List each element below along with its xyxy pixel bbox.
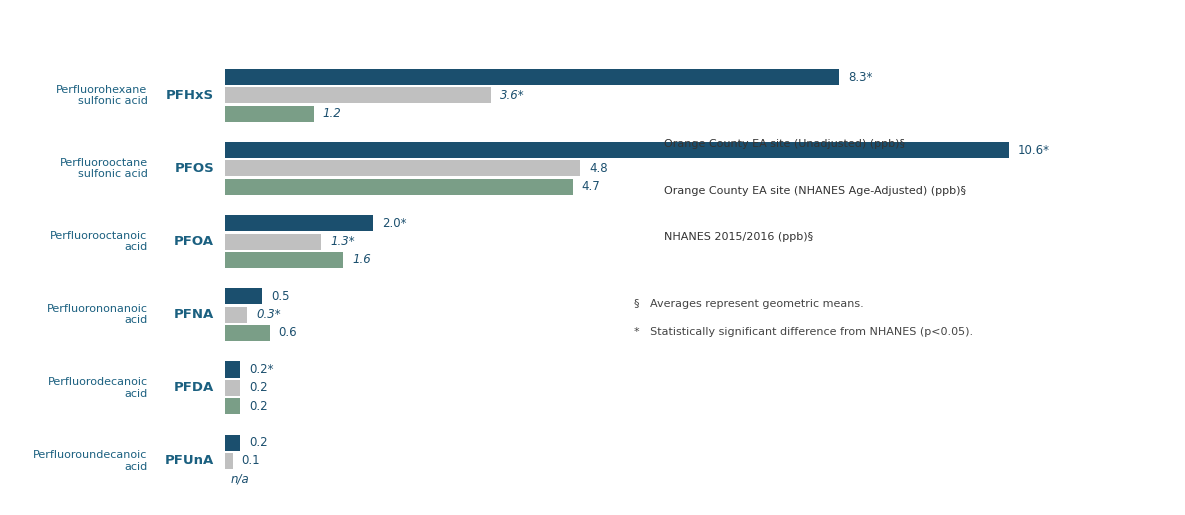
Text: 4.7: 4.7 <box>582 180 601 193</box>
Bar <box>225 142 1008 158</box>
Bar <box>225 160 581 177</box>
Text: 0.3*: 0.3* <box>256 308 281 321</box>
Bar <box>225 288 262 304</box>
Text: 0.2: 0.2 <box>249 381 268 394</box>
Text: PFUnA: PFUnA <box>165 454 214 467</box>
Text: 4.8: 4.8 <box>589 162 608 175</box>
Text: 0.2*: 0.2* <box>249 363 274 376</box>
Text: PFOA: PFOA <box>174 235 214 248</box>
Text: 10.6*: 10.6* <box>1018 144 1050 157</box>
Bar <box>225 179 572 195</box>
Bar <box>225 362 239 377</box>
Text: 8.3*: 8.3* <box>847 71 872 83</box>
Text: 0.1: 0.1 <box>242 454 260 467</box>
Text: §   Averages represent geometric means.: § Averages represent geometric means. <box>634 299 864 309</box>
Bar <box>225 453 232 469</box>
Text: 0.2: 0.2 <box>249 436 268 449</box>
Text: *   Statistically significant difference from NHANES (p<0.05).: * Statistically significant difference f… <box>634 327 973 337</box>
Bar <box>225 88 492 104</box>
Text: 1.6: 1.6 <box>352 253 371 266</box>
Bar <box>225 380 239 396</box>
Text: 0.6: 0.6 <box>278 327 297 339</box>
Text: PFNA: PFNA <box>174 308 214 321</box>
Text: Perfluorononanoic
acid: Perfluorononanoic acid <box>46 304 147 325</box>
Bar <box>225 215 373 231</box>
Text: Orange County EA site average PFAS blood levels compared to national averages§: Orange County EA site average PFAS blood… <box>14 15 820 33</box>
Text: PFHxS: PFHxS <box>166 89 214 102</box>
Text: 1.2: 1.2 <box>322 107 341 120</box>
Bar <box>225 106 314 122</box>
Text: PFDA: PFDA <box>174 381 214 394</box>
Text: Perfluorohexane
sulfonic acid: Perfluorohexane sulfonic acid <box>56 84 147 106</box>
Text: Perfluorooctane
sulfonic acid: Perfluorooctane sulfonic acid <box>59 158 147 179</box>
Text: 3.6*: 3.6* <box>500 89 525 102</box>
Text: Orange County EA site (NHANES Age-Adjusted) (ppb)§: Orange County EA site (NHANES Age-Adjust… <box>664 185 966 196</box>
Text: 1.3*: 1.3* <box>331 235 354 248</box>
Text: PFOS: PFOS <box>174 162 214 175</box>
Text: Orange County EA site (Unadjusted) (ppb)§: Orange County EA site (Unadjusted) (ppb)… <box>664 139 904 149</box>
Text: NHANES 2015/2016 (ppb)§: NHANES 2015/2016 (ppb)§ <box>664 232 813 242</box>
Bar <box>225 435 239 451</box>
Bar <box>225 398 239 414</box>
Bar <box>225 306 248 323</box>
Bar <box>225 233 321 250</box>
Text: 2.0*: 2.0* <box>382 217 406 230</box>
Text: 0.5: 0.5 <box>271 290 289 303</box>
Bar <box>225 325 269 341</box>
Text: Perfluorooctanoic
acid: Perfluorooctanoic acid <box>50 231 147 252</box>
Bar <box>225 69 839 85</box>
Text: Perfluoroundecanoic
acid: Perfluoroundecanoic acid <box>33 450 147 472</box>
Text: Perfluorodecanoic
acid: Perfluorodecanoic acid <box>47 377 147 399</box>
Text: n/a: n/a <box>231 473 250 486</box>
Bar <box>225 252 344 268</box>
Text: 0.2: 0.2 <box>249 400 268 413</box>
